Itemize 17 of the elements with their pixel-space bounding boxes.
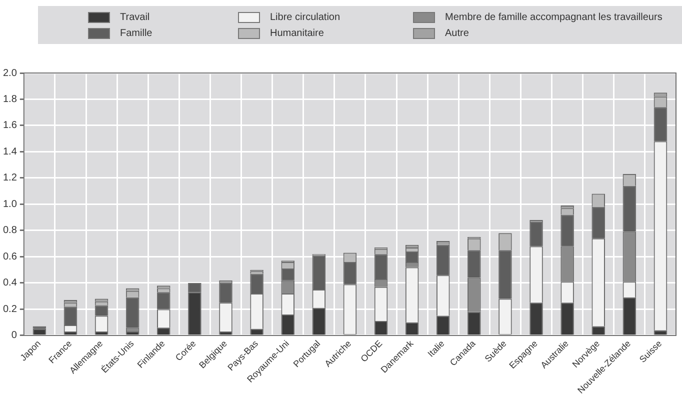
y-tick-label: 0.6 [2,251,18,262]
legend-label: Famille [120,28,152,38]
y-tick-label: 0.4 [2,278,18,289]
y-tick-label: 1.2 [2,172,18,184]
legend-label: Libre circulation [270,12,340,22]
legend-label: Travail [120,12,150,22]
y-tick-label: 0.8 [2,225,18,236]
y-tick-label: 1.8 [2,94,18,105]
y-tick-label: 0.2 [2,304,18,315]
y-tick-label: 1.6 [2,120,18,132]
y-tick-label: 1.4 [2,146,18,158]
y-tick-label: 1.0 [2,198,18,210]
y-tick-label: 2.0 [2,68,18,79]
y-tick-label: 0 [11,330,18,342]
legend-label: Membre de famille accompagnant les travailleurs [445,12,662,22]
legend-label: Humanitaire [270,28,324,38]
legend-label: Autre [445,28,469,38]
